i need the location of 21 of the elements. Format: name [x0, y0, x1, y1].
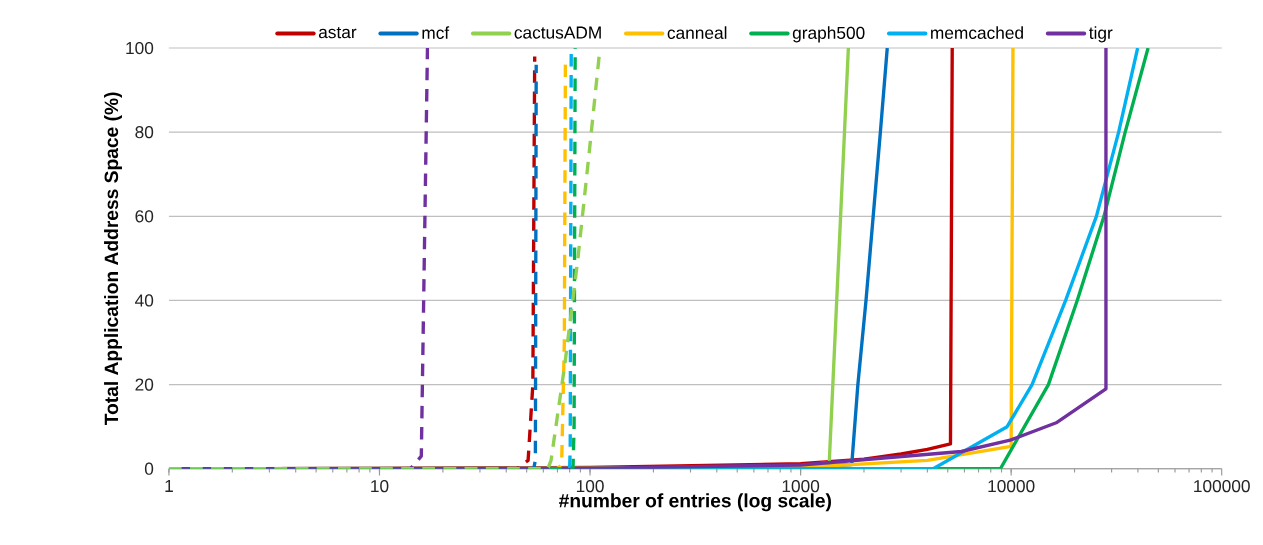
y-tick-label: 100	[126, 42, 154, 55]
legend-label: cactusADM	[514, 26, 601, 39]
x-axis-title: #number of entries (log scale)	[559, 493, 831, 512]
x-tick-label: 100	[576, 480, 604, 493]
legend-label: tigr	[1089, 26, 1113, 43]
y-tick-label: 60	[135, 210, 154, 223]
x-tick-label: 10000	[988, 480, 1035, 493]
y-tick-label: 80	[135, 126, 154, 139]
x-tick-label: 100000	[1194, 480, 1250, 493]
legend-label: graph500	[792, 26, 865, 43]
y-tick-label: 20	[135, 378, 154, 391]
y-tick-label: 0	[144, 462, 154, 476]
legend-label: mcf	[422, 26, 450, 40]
x-tick-label: 1000	[782, 480, 820, 493]
legend-label: canneal	[667, 26, 727, 40]
x-tick-label: 10	[371, 480, 389, 493]
legend-label: astar	[318, 27, 357, 39]
y-tick-label: 40	[135, 294, 154, 307]
x-tick-label: 1	[165, 480, 173, 493]
legend-label: memcached	[931, 26, 1023, 40]
y-axis-title: Total Application Address Space (%)	[104, 92, 122, 426]
